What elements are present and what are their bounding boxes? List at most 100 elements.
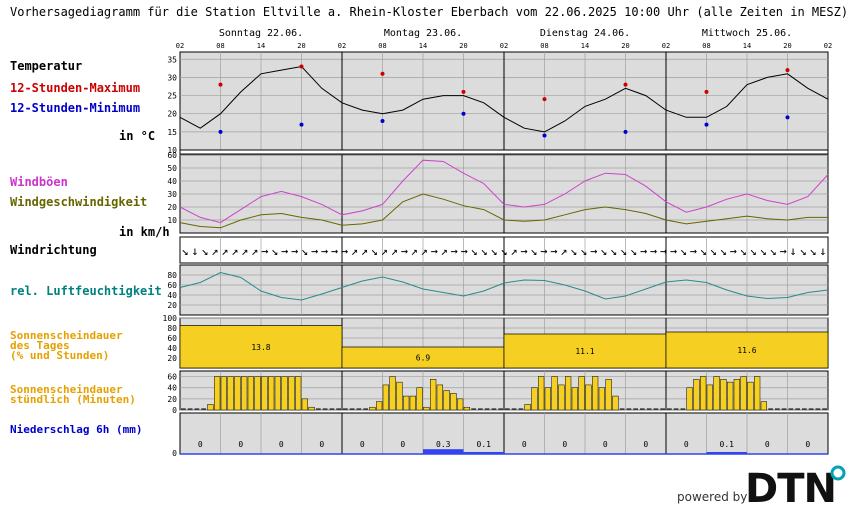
- wind-arrow-icon: ↗: [391, 244, 398, 258]
- wind-arrow-icon: ↗: [361, 244, 368, 258]
- temp-min-marker: [542, 133, 547, 138]
- hour-tick-label: 02: [338, 42, 346, 50]
- wind-arrow-icon: ↘: [809, 244, 816, 258]
- hour-tick-label: 14: [743, 42, 751, 50]
- sun-hourly-bar: [207, 404, 214, 411]
- wind-arrow-icon: →: [281, 244, 288, 258]
- temp-max-marker: [299, 64, 304, 69]
- precip-value-label: 0: [562, 440, 567, 449]
- wind-arrow-icon: ↘: [600, 244, 607, 258]
- sun-hourly-bar: [268, 376, 275, 411]
- wind-arrow-icon: ↘: [181, 244, 188, 258]
- sun-hourly-bar: [605, 379, 612, 411]
- wind-arrow-icon: →: [660, 244, 667, 258]
- humidity-label: rel. Luftfeuchtigkeit: [10, 284, 162, 298]
- precip-bar: [463, 452, 504, 454]
- sun-hourly-bar: [416, 387, 423, 411]
- precip-value-label: 0: [400, 440, 405, 449]
- gust-label: Windböen: [10, 175, 68, 189]
- sun-hourly-bar: [430, 379, 437, 411]
- precip-value-label: 0: [522, 440, 527, 449]
- wind-arrow-icon: →: [780, 244, 787, 258]
- precip-value-label: 0: [684, 440, 689, 449]
- sun-hourly-bar: [524, 404, 531, 411]
- sun-daily-label-2: des Tages: [10, 339, 70, 352]
- day-label: Mittwoch 25.06.: [702, 28, 792, 39]
- precip-value-label: 0: [279, 440, 284, 449]
- wind-arrow-icon: →: [670, 244, 677, 258]
- wind-arrow-icon: ↘: [490, 244, 497, 258]
- hour-tick-label: 08: [702, 42, 710, 50]
- wind-arrow-icon: ↘: [760, 244, 767, 258]
- wind-arrow-icon: ↗: [251, 244, 258, 258]
- sun-daily-label-3: (% und Stunden): [10, 349, 110, 362]
- sun-hourly-bar: [450, 393, 457, 411]
- sun-hourly-bar: [376, 401, 383, 411]
- temp-unit-label: in °C: [119, 129, 156, 143]
- sun-hourly-bar: [713, 376, 720, 411]
- sun-hourly-bar: [733, 379, 740, 411]
- sun-daily-bar: [503, 333, 667, 369]
- wind-unit-label: in km/h: [119, 225, 170, 239]
- hour-tick-label: 08: [216, 42, 224, 50]
- wind-arrow-icon: →: [341, 244, 348, 258]
- sun-hourly-bar: [288, 376, 295, 411]
- wind-arrow-icon: ↘: [720, 244, 727, 258]
- sun-hourly-panel-tick: 0: [172, 406, 177, 415]
- wind-arrow-icon: ↘: [710, 244, 717, 258]
- windspeed-label: Windgeschwindigkeit: [10, 195, 148, 209]
- page-title: Vorhersagediagramm für die Station Eltvi…: [10, 5, 849, 19]
- sun-hourly-bar: [544, 387, 551, 411]
- temperature-panel-tick: 35: [167, 55, 177, 64]
- humidity-line: [179, 271, 829, 301]
- temperature-panel-tick: 30: [167, 73, 177, 82]
- sun-daily-bar: [665, 331, 829, 369]
- sun-hourly-bar: [274, 376, 281, 411]
- wind-arrow-icon: →: [451, 244, 458, 258]
- wind-panel-tick: 50: [167, 164, 177, 173]
- sun-hourly-bar: [247, 376, 254, 411]
- wind-arrow-icon: ↘: [620, 244, 627, 258]
- wind-arrow-icon: ↘: [470, 244, 477, 258]
- wind-arrow-icon: →: [520, 244, 527, 258]
- sun-hourly-bar: [261, 376, 268, 411]
- sun-hourly-bar: [281, 376, 288, 411]
- temp-max-marker: [461, 89, 466, 94]
- sun-hourly-bar: [220, 376, 227, 411]
- wind-series-line: [179, 193, 828, 229]
- wind-arrow-icon: ↗: [351, 244, 358, 258]
- wind-arrow-icon: ↗: [510, 244, 517, 258]
- sun-hourly-bar: [436, 384, 443, 411]
- wind-arrow-icon: ↗: [441, 244, 448, 258]
- wind-arrow-icon: →: [650, 244, 657, 258]
- day-label: Dienstag 24.06.: [540, 28, 630, 39]
- wind-arrow-icon: ↘: [500, 244, 507, 258]
- sun-hourly-bar: [740, 376, 747, 411]
- hour-tick-label: 20: [783, 42, 791, 50]
- sun-hourly-bar: [727, 381, 734, 411]
- hour-tick-label: 02: [176, 42, 184, 50]
- wind-arrow-icon: →: [730, 244, 737, 258]
- wind-arrow-icon: ↘: [610, 244, 617, 258]
- wind-panel-tick: 10: [167, 216, 177, 225]
- hour-tick-label: 02: [824, 42, 832, 50]
- wind-arrow-icon: ↗: [221, 244, 228, 258]
- sun-hourly-bar: [693, 379, 700, 411]
- sun-hourly-bar: [551, 376, 558, 411]
- wind-panel-tick: 20: [167, 203, 177, 212]
- sun-hourly-label-1: Sonnenscheindauer: [10, 383, 123, 396]
- sun-hourly-panel-tick: 60: [167, 373, 177, 382]
- wind-arrow-icon: ↘: [630, 244, 637, 258]
- sun-hourly-bar: [457, 398, 464, 411]
- precip-value-label: 0: [360, 440, 365, 449]
- powered-by-text: powered by: [677, 490, 748, 504]
- sun-hourly-panel-tick: 20: [167, 395, 177, 404]
- temperature-panel-tick: 20: [167, 110, 177, 119]
- dtn-logo: DTN: [745, 466, 837, 512]
- wind-arrow-icon: ↘: [740, 244, 747, 258]
- sun-hourly-bar: [747, 381, 754, 411]
- wind-panel-tick: 30: [167, 190, 177, 199]
- temp-max-marker: [623, 82, 628, 87]
- sun-hourly-bar: [531, 387, 538, 411]
- temp-min-label: 12-Stunden-Minimum: [10, 101, 141, 115]
